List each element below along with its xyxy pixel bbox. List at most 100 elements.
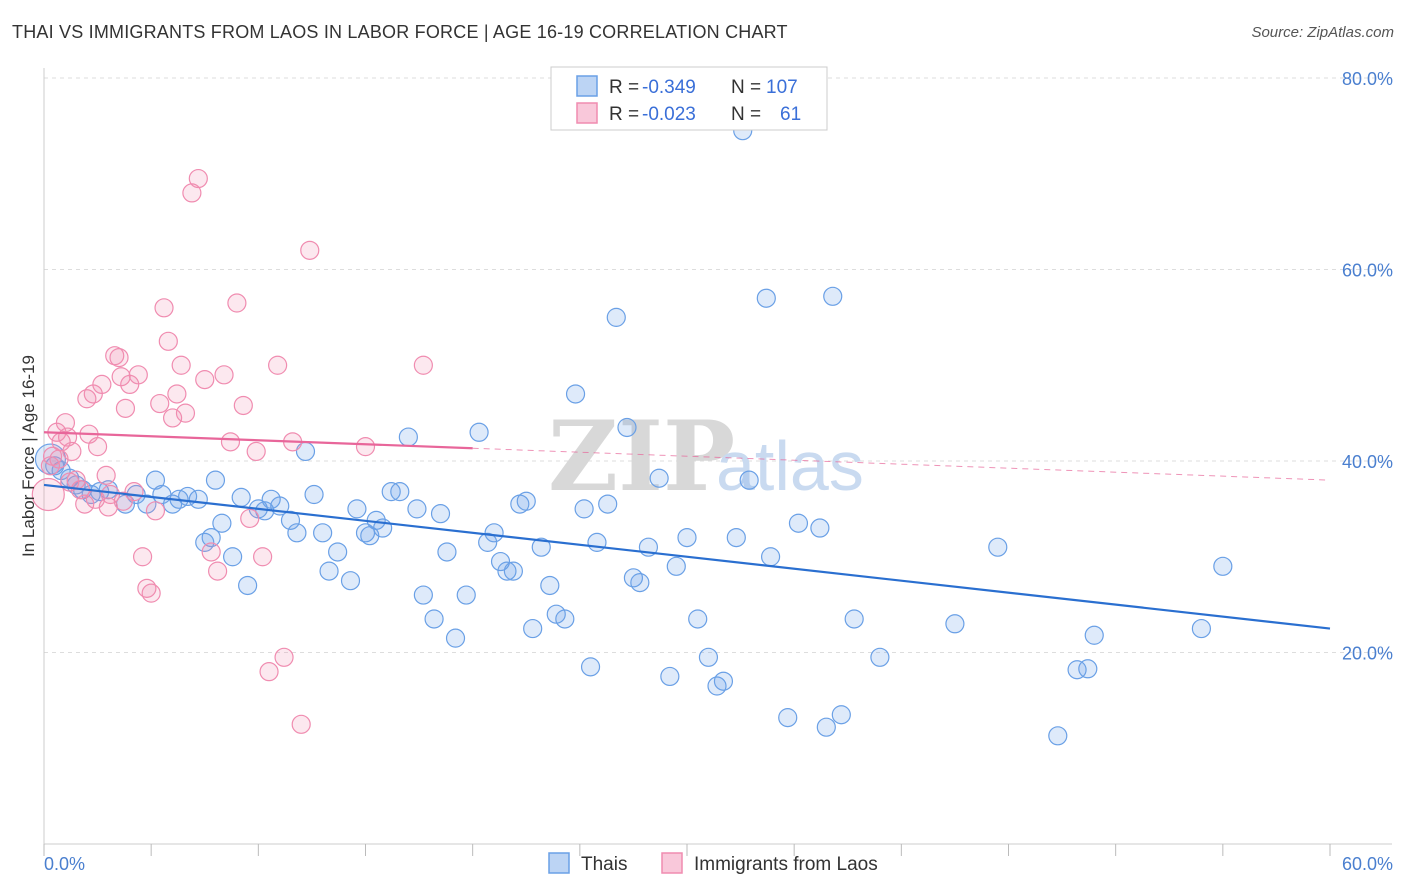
point-thais bbox=[823, 286, 843, 306]
point-thais bbox=[328, 542, 348, 562]
point-thais bbox=[726, 527, 746, 548]
y-tick-label: 60.0% bbox=[1342, 261, 1393, 281]
point-laos bbox=[214, 365, 234, 385]
point-thais bbox=[788, 513, 809, 533]
point-laos bbox=[145, 501, 166, 521]
point-thais bbox=[212, 513, 232, 533]
point-thais bbox=[580, 657, 601, 677]
point-thais bbox=[555, 609, 575, 629]
point-thais bbox=[1191, 618, 1212, 639]
legend-bottom-label-thais: Thais bbox=[581, 854, 627, 875]
point-laos bbox=[171, 355, 191, 375]
point-thais bbox=[340, 571, 361, 591]
legend-bottom-label-laos: Immigrants from Laos bbox=[694, 854, 878, 875]
data-points bbox=[31, 121, 1233, 746]
point-thais bbox=[484, 523, 504, 543]
point-thais bbox=[223, 547, 243, 567]
point-laos bbox=[163, 408, 183, 428]
point-laos bbox=[182, 183, 202, 203]
x-tick-label: 0.0% bbox=[44, 854, 85, 874]
point-thais bbox=[424, 609, 444, 629]
point-laos bbox=[300, 240, 320, 260]
point-laos bbox=[201, 542, 221, 562]
point-laos bbox=[141, 583, 161, 603]
point-thais bbox=[713, 671, 734, 691]
point-laos bbox=[128, 365, 148, 385]
point-laos bbox=[175, 403, 196, 423]
trend-lines bbox=[43, 431, 1331, 630]
point-thais bbox=[238, 575, 258, 596]
point-laos bbox=[188, 168, 208, 189]
point-thais bbox=[540, 575, 560, 596]
point-thais bbox=[660, 666, 680, 687]
point-thais bbox=[756, 288, 776, 308]
point-thais bbox=[347, 499, 367, 519]
point-laos bbox=[167, 384, 187, 404]
legend-n-label: N = bbox=[731, 104, 761, 125]
point-thais bbox=[1067, 660, 1087, 680]
grid-lines bbox=[44, 77, 1392, 653]
point-thais bbox=[445, 628, 466, 648]
point-laos bbox=[268, 355, 288, 375]
point-thais bbox=[503, 561, 523, 581]
legend-bottom-swatch-laos bbox=[661, 852, 683, 874]
point-thais bbox=[407, 499, 427, 519]
point-thais bbox=[988, 537, 1008, 557]
point-thais bbox=[598, 494, 618, 514]
point-thais bbox=[231, 487, 251, 507]
point-thais bbox=[698, 647, 719, 667]
point-thais bbox=[437, 542, 457, 562]
point-thais bbox=[456, 585, 476, 605]
point-thais bbox=[531, 537, 551, 557]
point-thais bbox=[587, 532, 607, 552]
x-tick-label: 60.0% bbox=[1342, 854, 1393, 874]
trend-line-laos bbox=[43, 431, 473, 450]
point-thais bbox=[390, 482, 410, 502]
point-thais bbox=[201, 527, 221, 548]
point-laos bbox=[413, 355, 433, 375]
point-laos bbox=[49, 449, 69, 469]
point-laos bbox=[113, 491, 133, 511]
point-laos bbox=[132, 547, 153, 567]
chart-title: THAI VS IMMIGRANTS FROM LAOS IN LABOR FO… bbox=[12, 22, 788, 42]
point-laos bbox=[274, 647, 294, 667]
point-laos bbox=[240, 508, 260, 529]
point-thais bbox=[778, 708, 798, 728]
point-thais bbox=[188, 489, 208, 509]
legend-swatch-laos bbox=[576, 102, 598, 124]
legend-bottom: Thais Immigrants from Laos bbox=[548, 852, 878, 875]
point-laos bbox=[259, 662, 279, 682]
point-laos bbox=[246, 441, 266, 462]
point-thais bbox=[1213, 556, 1233, 576]
point-laos bbox=[92, 374, 112, 394]
point-laos bbox=[158, 331, 178, 351]
point-laos bbox=[96, 465, 116, 485]
legend-r-label: R = bbox=[609, 104, 639, 125]
legend-n-label: N = bbox=[731, 77, 761, 98]
point-thais bbox=[313, 523, 333, 543]
point-thais bbox=[816, 717, 836, 737]
y-tick-label: 20.0% bbox=[1342, 644, 1393, 664]
point-thais bbox=[319, 561, 339, 581]
point-laos bbox=[208, 561, 228, 581]
point-thais bbox=[630, 573, 650, 593]
point-thais bbox=[617, 417, 637, 438]
point-thais bbox=[739, 470, 759, 490]
point-thais bbox=[688, 609, 708, 629]
point-laos bbox=[227, 293, 247, 313]
point-thais bbox=[145, 470, 166, 490]
point-thais bbox=[760, 547, 781, 567]
point-thais bbox=[831, 705, 851, 725]
legend-swatch-thais bbox=[576, 75, 598, 97]
point-thais bbox=[287, 523, 307, 543]
y-tick-label: 40.0% bbox=[1342, 452, 1393, 472]
point-laos bbox=[154, 298, 174, 318]
point-laos bbox=[355, 437, 376, 457]
point-thais bbox=[205, 470, 226, 490]
point-laos bbox=[115, 398, 136, 418]
watermark-atlas: atlas bbox=[716, 427, 864, 505]
point-laos bbox=[109, 347, 129, 368]
point-thais bbox=[469, 422, 489, 442]
point-thais bbox=[810, 518, 830, 538]
point-laos bbox=[55, 413, 76, 433]
